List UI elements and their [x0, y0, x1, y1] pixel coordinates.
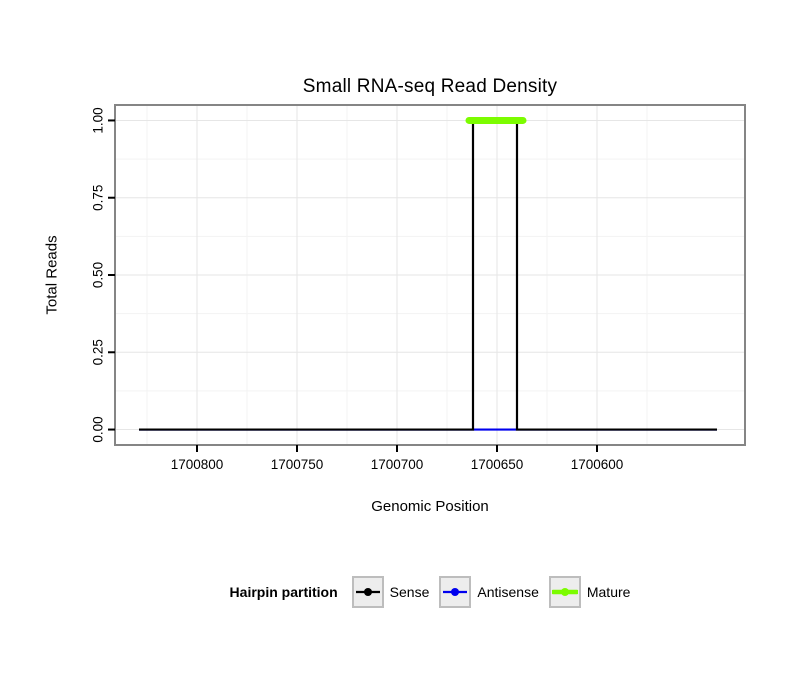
legend-key-sense — [351, 576, 384, 608]
legend-key-antisense — [439, 576, 472, 608]
legend-glyph-sense-icon — [355, 588, 380, 596]
y-axis-title: Total Reads — [43, 235, 61, 315]
legend-entry-sense: Sense — [351, 576, 430, 608]
legend-glyph-antisense-icon — [443, 588, 468, 596]
legend-title: Hairpin partition — [229, 584, 338, 600]
x-tick-label: 1700600 — [571, 457, 624, 472]
chart-title: Small RNA-seq Read Density — [302, 76, 558, 97]
x-axis-title: Genomic Position — [371, 498, 489, 515]
y-tick-label: 1.00 — [91, 107, 106, 133]
legend-key-mature — [548, 576, 581, 608]
legend-entry-mature: Mature — [548, 576, 631, 608]
legend-entry-antisense: Antisense — [439, 576, 539, 608]
x-tick-label: 1700750 — [271, 457, 324, 472]
legend-label-mature: Mature — [586, 584, 631, 600]
legend-label-sense: Sense — [389, 584, 430, 600]
y-tick-label: 0.75 — [91, 185, 106, 211]
plot-canvas: 1700800 1700750 1700700 1700650 1700600 0.00 0… — [91, 104, 746, 472]
x-tick-label: 1700650 — [471, 457, 524, 472]
legend-entries: Sense Antisense Mature — [351, 576, 631, 608]
x-tick-label: 1700800 — [171, 457, 224, 472]
x-tick-label: 1700700 — [371, 457, 424, 472]
y-tick-label: 0.25 — [91, 339, 106, 365]
legend-glyph-mature-icon — [551, 588, 578, 596]
y-tick-label: 0.50 — [91, 262, 106, 288]
legend-label-antisense: Antisense — [477, 584, 539, 600]
y-tick-label: 0.00 — [91, 416, 106, 442]
legend: Hairpin partition Sense Antisense Mature — [90, 576, 770, 608]
